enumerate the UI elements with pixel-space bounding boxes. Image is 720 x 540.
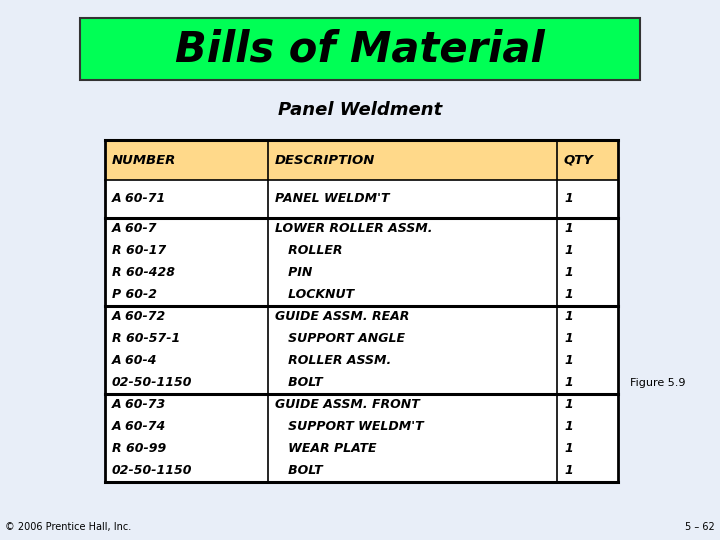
- Text: 1: 1: [564, 245, 572, 258]
- Text: A 60-74: A 60-74: [112, 421, 166, 434]
- Text: GUIDE ASSM. FRONT: GUIDE ASSM. FRONT: [275, 399, 420, 411]
- Text: R 60-57-1: R 60-57-1: [112, 333, 180, 346]
- Text: ROLLER: ROLLER: [275, 245, 343, 258]
- Text: 1: 1: [564, 354, 572, 368]
- Text: GUIDE ASSM. REAR: GUIDE ASSM. REAR: [275, 310, 410, 323]
- Bar: [105, 140, 618, 482]
- Text: BOLT: BOLT: [275, 464, 323, 477]
- Text: DESCRIPTION: DESCRIPTION: [275, 153, 375, 166]
- Text: 1: 1: [564, 267, 572, 280]
- Text: NUMBER: NUMBER: [112, 153, 176, 166]
- Text: BOLT: BOLT: [275, 376, 323, 389]
- Text: 1: 1: [564, 464, 572, 477]
- Bar: [80, 18, 640, 80]
- Text: Panel Weldment: Panel Weldment: [278, 101, 442, 119]
- Bar: [105, 394, 618, 482]
- Text: SUPPORT ANGLE: SUPPORT ANGLE: [275, 333, 405, 346]
- Text: A 60-73: A 60-73: [112, 399, 166, 411]
- Text: © 2006 Prentice Hall, Inc.: © 2006 Prentice Hall, Inc.: [5, 522, 131, 532]
- Text: R 60-99: R 60-99: [112, 442, 166, 456]
- Text: PANEL WELDM'T: PANEL WELDM'T: [275, 192, 390, 206]
- Text: 1: 1: [564, 288, 572, 301]
- Text: A 60-4: A 60-4: [112, 354, 158, 368]
- Text: 1: 1: [564, 442, 572, 456]
- Text: 1: 1: [564, 310, 572, 323]
- Text: 1: 1: [564, 333, 572, 346]
- Text: PIN: PIN: [275, 267, 312, 280]
- Text: 1: 1: [564, 222, 572, 235]
- Text: 02-50-1150: 02-50-1150: [112, 376, 192, 389]
- Text: QTY: QTY: [564, 153, 594, 166]
- Bar: [105, 140, 618, 180]
- Text: 1: 1: [564, 399, 572, 411]
- Text: A 60-72: A 60-72: [112, 310, 166, 323]
- Text: 1: 1: [564, 376, 572, 389]
- Text: 1: 1: [564, 192, 572, 206]
- Text: SUPPORT WELDM'T: SUPPORT WELDM'T: [275, 421, 423, 434]
- Bar: [105, 180, 618, 218]
- Text: P 60-2: P 60-2: [112, 288, 157, 301]
- Text: A 60-7: A 60-7: [112, 222, 158, 235]
- Text: 02-50-1150: 02-50-1150: [112, 464, 192, 477]
- Text: 1: 1: [564, 421, 572, 434]
- Text: ROLLER ASSM.: ROLLER ASSM.: [275, 354, 391, 368]
- Text: 5 – 62: 5 – 62: [685, 522, 715, 532]
- Text: WEAR PLATE: WEAR PLATE: [275, 442, 377, 456]
- Bar: [105, 306, 618, 394]
- Text: A 60-71: A 60-71: [112, 192, 166, 206]
- Text: R 60-428: R 60-428: [112, 267, 175, 280]
- Bar: [105, 218, 618, 306]
- Text: R 60-17: R 60-17: [112, 245, 166, 258]
- Text: Figure 5.9: Figure 5.9: [630, 378, 685, 388]
- Text: LOWER ROLLER ASSM.: LOWER ROLLER ASSM.: [275, 222, 433, 235]
- Text: Bills of Material: Bills of Material: [175, 28, 545, 70]
- Text: LOCKNUT: LOCKNUT: [275, 288, 354, 301]
